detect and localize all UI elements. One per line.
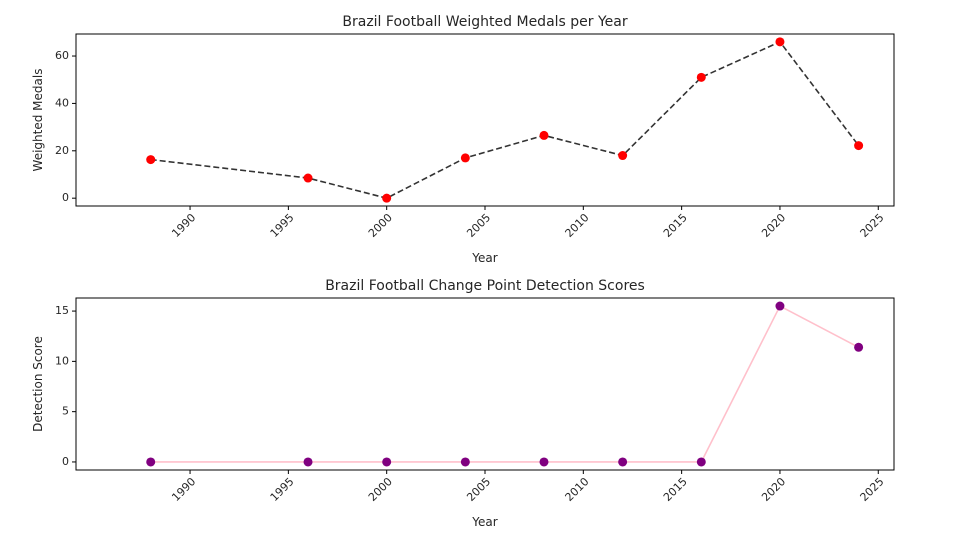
x-tick-label: 1995 [268,475,297,504]
x-tick-label: 2020 [759,211,788,240]
x-tick-label: 1995 [268,211,297,240]
series-line [150,304,859,463]
y-tick-label: 60 [55,49,69,62]
series-group [146,37,864,203]
data-point [539,130,549,140]
x-tick-label: 2005 [464,211,493,240]
data-point [618,151,628,161]
data-point [382,457,392,467]
data-point [303,457,313,467]
y-tick-label: 5 [62,405,69,418]
x-tick-label: 2015 [661,211,690,240]
x-axis-label: Year [471,515,497,529]
x-tick-label: 2005 [464,475,493,504]
data-point [696,457,706,467]
y-axis-label: Detection Score [31,336,45,432]
x-tick-label: 2015 [661,475,690,504]
chart-detection-scores: Brazil Football Change Point Detection S… [31,278,895,529]
tick-group: 1990 1995 2000 2005 2010 2015 2020 2025 0 20 40 60 [55,49,887,240]
x-tick-label: 2010 [563,475,592,504]
x-tick-label: 2025 [858,475,887,504]
data-point [775,37,785,47]
x-axis-label: Year [471,251,497,265]
y-tick-label: 0 [62,455,69,468]
data-point [539,457,549,467]
plot-frame [75,33,895,207]
data-point [303,173,313,183]
tick-group: 1990 1995 2000 2005 2010 2015 2020 2025 0 5 10 15 [55,304,887,504]
x-tick-label: 2000 [366,475,395,504]
chart-title: Brazil Football Change Point Detection S… [325,278,645,294]
data-point [146,457,156,467]
data-point [460,153,470,163]
x-tick-label: 1990 [169,475,198,504]
y-tick-label: 40 [55,96,69,109]
chart-title: Brazil Football Weighted Medals per Year [342,14,627,30]
x-tick-label: 2000 [366,211,395,240]
y-tick-label: 10 [55,354,69,367]
data-point [775,301,785,311]
x-tick-label: 1990 [169,211,198,240]
y-axis-label: Weighted Medals [31,69,45,172]
y-tick-label: 0 [62,191,69,204]
data-point [146,155,156,165]
data-point [460,457,470,467]
y-tick-label: 20 [55,144,69,157]
x-tick-label: 2025 [858,211,887,240]
y-tick-label: 15 [55,304,69,317]
chart-weighted-medals: Brazil Football Weighted Medals per Year… [31,14,895,265]
x-tick-label: 2010 [563,211,592,240]
data-point [382,193,392,203]
data-point [854,141,864,151]
series-group [146,301,864,467]
series-line [150,40,860,200]
x-tick-label: 2020 [759,475,788,504]
data-point [696,72,706,82]
plot-frame [75,297,895,471]
data-point [618,457,628,467]
data-point [854,342,864,352]
